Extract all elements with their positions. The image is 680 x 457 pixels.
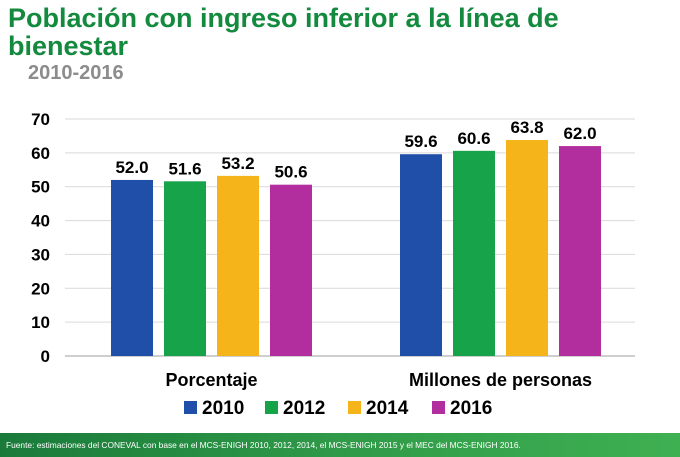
footer-bar: Fuente: estimaciones del CONEVAL con bas…	[0, 433, 680, 457]
y-tick-label: 10	[31, 313, 50, 332]
source-note: Fuente: estimaciones del CONEVAL con bas…	[6, 440, 521, 450]
data-label: 52.0	[115, 158, 148, 177]
legend-label-2012: 2012	[283, 398, 325, 419]
y-tick-label: 40	[31, 212, 50, 231]
y-tick-label: 0	[41, 347, 50, 366]
data-label: 51.6	[168, 159, 201, 178]
bar-2014-porcentaje	[217, 175, 259, 356]
data-label: 62.0	[563, 124, 596, 143]
legend-swatch-2010	[184, 401, 197, 414]
bar-2012-porcentaje	[164, 181, 206, 356]
y-tick-label: 60	[31, 144, 50, 163]
category-label: Millones de personas	[409, 370, 592, 390]
y-tick-label: 50	[31, 178, 50, 197]
legend-label-2014: 2014	[366, 398, 409, 419]
legend-label-2016: 2016	[450, 398, 492, 419]
bar-2016-millones	[559, 146, 601, 356]
chart-subtitle: 2010-2016	[28, 62, 124, 84]
data-label: 50.6	[274, 163, 307, 182]
y-tick-label: 70	[31, 110, 50, 129]
bar-2010-porcentaje	[111, 179, 153, 356]
bar-2016-porcentaje	[270, 184, 312, 356]
legend-swatch-2012	[265, 401, 278, 414]
bar-2010-millones	[400, 154, 442, 356]
y-tick-label: 20	[31, 279, 50, 298]
category-label: Porcentaje	[165, 370, 257, 390]
y-tick-label: 30	[31, 245, 50, 264]
legend-swatch-2016	[432, 401, 445, 414]
data-label: 63.8	[510, 118, 543, 137]
bar-chart: 0 10 20 30 40 50 60 70 52.0 51.6 53.2 50.6 Porcentaj…	[31, 110, 635, 419]
bar-2012-millones	[453, 150, 495, 356]
data-label: 59.6	[404, 132, 437, 151]
legend-label-2010: 2010	[202, 398, 244, 419]
legend-swatch-2014	[348, 401, 361, 414]
data-label: 53.2	[221, 154, 254, 173]
chart-title: Población con ingreso inferior a la líne…	[8, 3, 559, 61]
bar-2014-millones	[506, 139, 548, 356]
data-label: 60.6	[457, 129, 490, 148]
